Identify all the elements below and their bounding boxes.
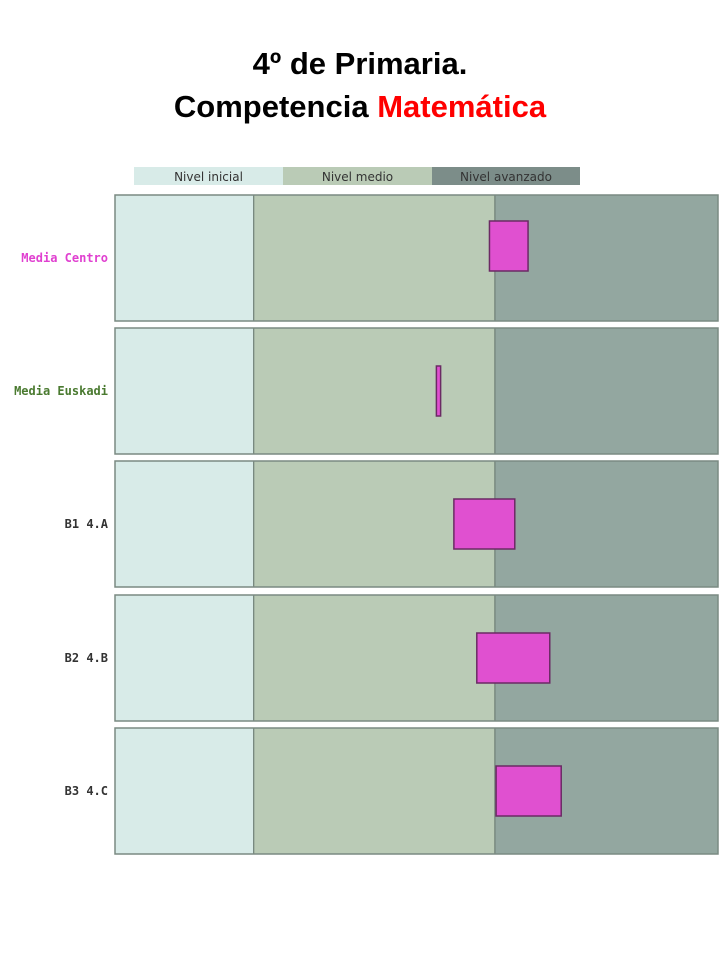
band-2 <box>494 328 718 454</box>
band-1 <box>253 728 495 854</box>
page-subtitle: Competencia Matemática <box>0 87 720 127</box>
legend-label: Nivel inicial <box>174 170 243 184</box>
band-1 <box>253 328 495 454</box>
range-bar <box>476 632 551 684</box>
row-frame <box>114 194 719 322</box>
band-0 <box>115 728 254 854</box>
row-label: B3 4.C <box>65 784 108 798</box>
range-bar <box>453 498 516 550</box>
page-title: 4º de Primaria. <box>252 46 468 81</box>
row-label: Media Centro <box>21 251 108 265</box>
subtitle-accent: Matemática <box>377 89 547 124</box>
row-label: B1 4.A <box>65 517 109 531</box>
band-1 <box>253 595 495 721</box>
range-bar <box>488 220 529 272</box>
band-0 <box>115 195 254 321</box>
row-frame <box>114 727 719 855</box>
row-label: Media Euskadi <box>14 384 108 398</box>
subtitle-text: Competencia <box>173 89 378 124</box>
band-0 <box>115 595 254 721</box>
legend-swatch <box>134 167 283 185</box>
band-2 <box>494 195 718 321</box>
row-frame <box>114 327 719 455</box>
band-1 <box>253 195 495 321</box>
band-2 <box>494 461 718 587</box>
legend-swatch <box>283 167 432 185</box>
legend-label: Nivel medio <box>322 170 393 184</box>
legend-label: Nivel avanzado <box>460 170 552 184</box>
row-label: B2 4.B <box>65 651 108 665</box>
range-bar <box>435 365 442 417</box>
band-0 <box>115 328 254 454</box>
row-frame <box>114 594 719 722</box>
row-frame <box>114 460 719 588</box>
band-0 <box>115 461 254 587</box>
legend-swatch <box>432 167 580 185</box>
range-bar <box>495 765 562 817</box>
